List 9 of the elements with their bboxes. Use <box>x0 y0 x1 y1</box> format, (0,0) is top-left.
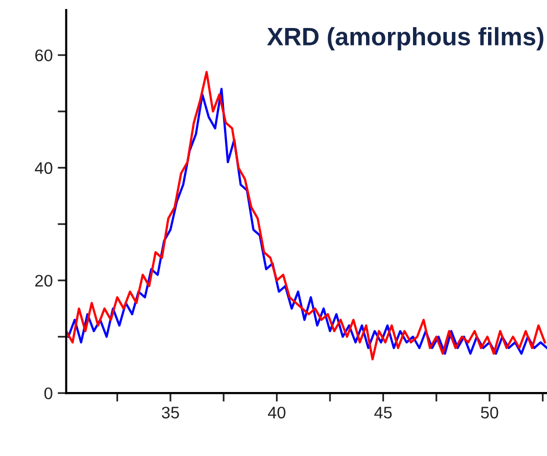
x-tick-label: 45 <box>374 406 392 419</box>
y-tick-label: 20 <box>35 274 52 287</box>
y-tick-label: 40 <box>34 162 52 174</box>
x-tick-label: 35 <box>162 406 180 419</box>
y-tick-label: 60 <box>35 49 52 62</box>
y-tick-label: 0 <box>44 387 52 400</box>
text: XRD (amorphous films) <box>267 27 544 50</box>
x-tick-label: 50 <box>480 406 498 419</box>
x-tick-label: 40 <box>268 406 286 419</box>
